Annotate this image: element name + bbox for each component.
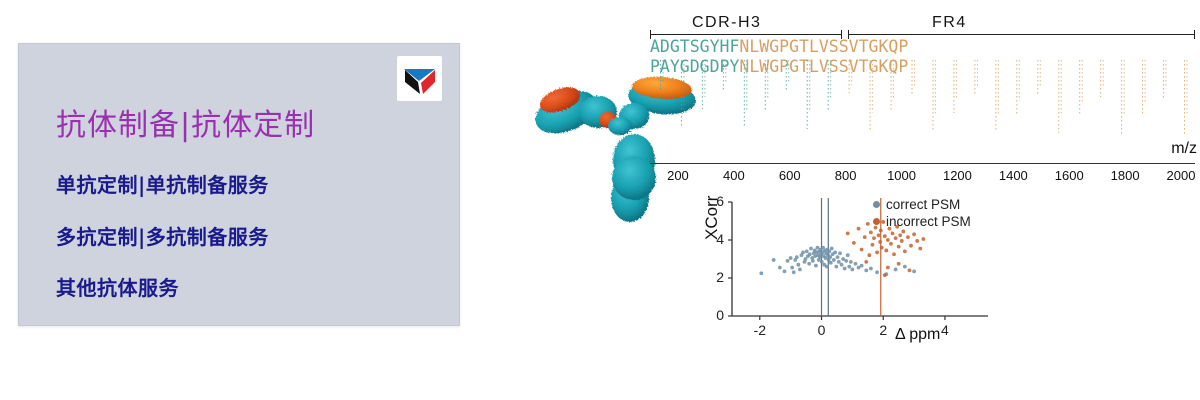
- scatter-y-tick-2: 2: [716, 269, 724, 285]
- sequence-alignment: CDR-H3 FR4 ADGTSGYHFNLWGPGTLVSSVTGKQP PA…: [650, 14, 1195, 76]
- mz-tick-1600: 1600: [1054, 168, 1084, 183]
- sequence-row-1: ADGTSGYHFNLWGPGTLVSSVTGKQP: [650, 38, 1195, 56]
- scatter-y-tick-6: 6: [716, 193, 724, 209]
- region-rule-fr4: [848, 30, 1195, 39]
- promo-link-other-antibody-services[interactable]: 其他抗体服务: [56, 276, 179, 300]
- scientific-figure: CDR-H3 FR4 ADGTSGYHFNLWGPGTLVSSVTGKQP PA…: [520, 0, 1200, 400]
- scatter-y-tick-4: 4: [716, 231, 724, 247]
- mz-tick-1000: 1000: [887, 168, 916, 183]
- fragment-ion-guide-lines: [659, 60, 1188, 135]
- sequence-row-2-fr: NLWGPGTLVSSVTGKQP: [739, 57, 909, 76]
- scatter-x-axis-label: Δ ppm: [895, 326, 941, 343]
- legend-label-correct: correct PSM: [886, 197, 961, 212]
- legend-dot-incorrect: [873, 218, 880, 225]
- mass-spectrum-chart: 200 400 600 800 1000 1200 1400 1600 1800 2000 m/z: [650, 60, 1197, 183]
- sequence-row-2: PAYGDGDPYNLWGPGTLVSSVTGKQP: [650, 58, 1195, 76]
- mz-tick-1200: 1200: [942, 168, 972, 183]
- promo-panel: 抗体制备|抗体定制 单抗定制|单抗制备服务 多抗定制|多抗制备服务 其他抗体服务: [18, 43, 460, 326]
- promo-link-polyclonal[interactable]: 多抗定制|多抗制备服务: [56, 225, 269, 249]
- region-rule-cdr-h3: [650, 30, 842, 39]
- legend-item-correct-psm: correct PSM: [873, 196, 971, 213]
- company-logo: [397, 56, 442, 101]
- mz-tick-1800: 1800: [1110, 168, 1140, 183]
- scatter-x-tick-2: 2: [879, 322, 888, 338]
- page-title: 抗体制备|抗体定制: [56, 108, 316, 143]
- mz-axis-title: m/z: [1171, 140, 1197, 157]
- legend-label-incorrect: incorrect PSM: [886, 214, 971, 229]
- sequence-row-1-fr: NLWGPGTLVSSVTGKQP: [739, 37, 909, 56]
- region-label-fr4: FR4: [932, 14, 967, 31]
- mz-tick-1400: 1400: [998, 168, 1028, 183]
- scatter-legend: correct PSM incorrect PSM: [873, 196, 971, 230]
- mz-tick-400: 400: [722, 168, 745, 183]
- scatter-x-tick--2: -2: [753, 322, 766, 338]
- sequence-row-2-cdr: PAYGDGDPY: [650, 57, 740, 76]
- scatter-canvas: [728, 198, 988, 320]
- scatter-x-tick-0: 0: [817, 322, 826, 338]
- legend-item-incorrect-psm: incorrect PSM: [873, 213, 971, 230]
- spectrum-trace: [677, 163, 1182, 164]
- legend-dot-correct: [873, 201, 880, 208]
- region-annotation-bars: CDR-H3 FR4: [650, 14, 1195, 39]
- scatter-y-tick-0: 0: [716, 307, 724, 323]
- scatter-x-tick-4: 4: [941, 322, 949, 338]
- sequence-row-1-cdr: ADGTSGYHF: [650, 37, 740, 56]
- region-label-cdr-h3: CDR-H3: [692, 14, 762, 31]
- mz-tick-2000: 2000: [1166, 168, 1196, 183]
- mz-tick-800: 800: [834, 168, 857, 183]
- mz-tick-200: 200: [667, 168, 689, 183]
- antibody-structure-image: [522, 58, 712, 258]
- mz-tick-600: 600: [778, 168, 801, 183]
- promo-link-monoclonal[interactable]: 单抗定制|单抗制备服务: [56, 173, 269, 197]
- mz-axis-line: [650, 163, 1195, 164]
